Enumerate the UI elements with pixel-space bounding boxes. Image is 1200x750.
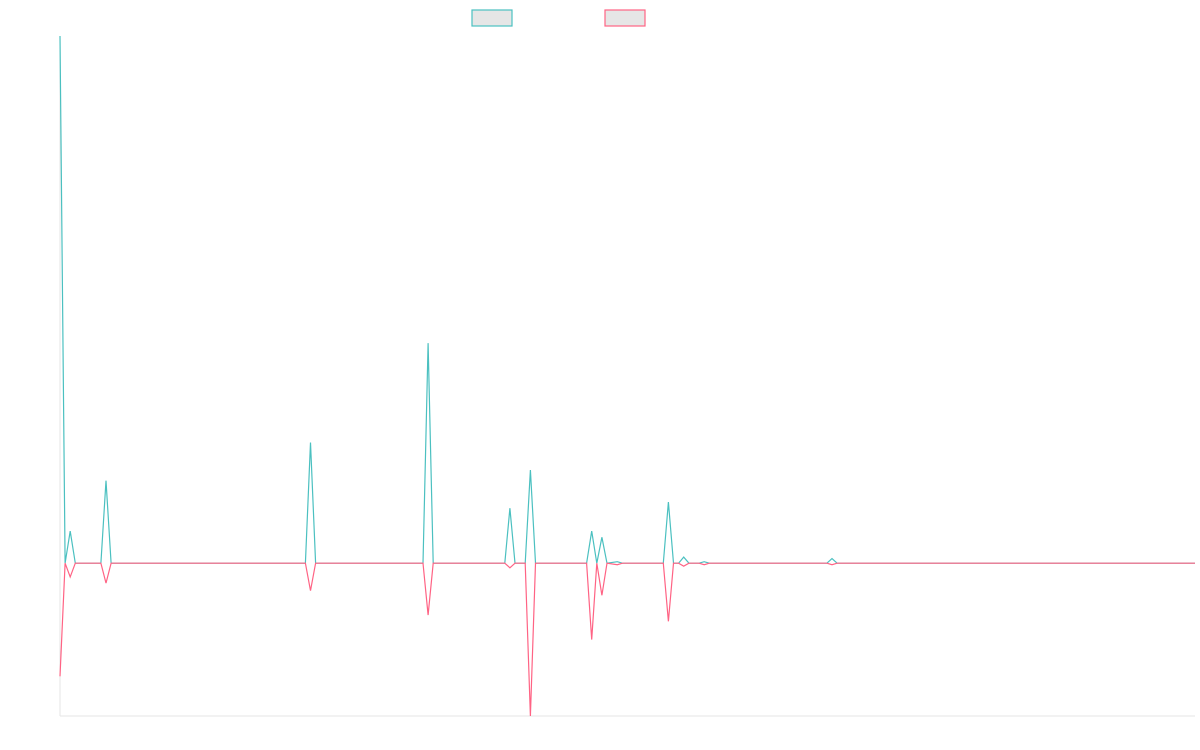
- series-line-2: [59, 562, 1195, 717]
- legend: [471, 9, 646, 27]
- series-group: [59, 35, 1195, 717]
- legend-swatch-2[interactable]: [604, 9, 646, 27]
- series-line-1: [59, 35, 1195, 564]
- legend-swatch-1[interactable]: [471, 9, 513, 27]
